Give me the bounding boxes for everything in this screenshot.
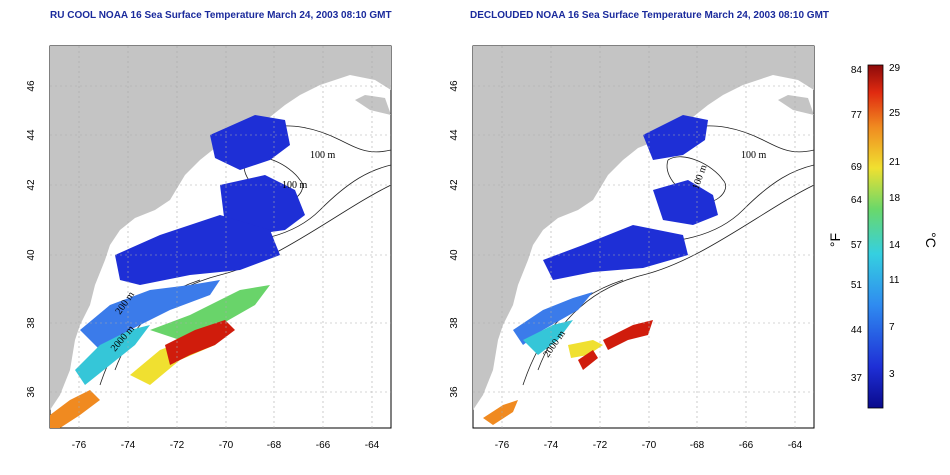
lon-tick: -72 — [593, 440, 608, 451]
temperature-colorbar: 84 77 69 64 57 51 44 37 29 25 21 18 14 1… — [830, 63, 939, 409]
sst-gulf-stream-yellow — [568, 340, 603, 358]
lat-tick: 46 — [26, 80, 37, 92]
lon-tick: -68 — [267, 440, 282, 451]
celsius-tick: 11 — [889, 275, 900, 286]
lat-tick: 44 — [26, 129, 37, 141]
contour-100m-gom — [666, 156, 726, 204]
lon-tick: -70 — [219, 440, 234, 451]
lat-tick: 36 — [449, 386, 460, 398]
sst-map-right: 100 m 100 m 2000 m 46 44 42 40 38 36 -76… — [449, 45, 815, 451]
celsius-tick: 29 — [889, 63, 901, 74]
lon-tick: -74 — [544, 440, 559, 451]
fahrenheit-tick: 37 — [851, 373, 863, 384]
contour-label: 100 m — [310, 150, 336, 161]
fahrenheit-tick: 84 — [851, 65, 863, 76]
sst-south-orange — [483, 400, 518, 425]
celsius-tick: 18 — [889, 193, 901, 204]
sst-slope-green — [150, 285, 270, 340]
lon-tick: -68 — [690, 440, 705, 451]
colorbar-gradient — [867, 64, 884, 409]
lon-tick: -72 — [170, 440, 185, 451]
sst-map-left: 100 m 100 m 2000 m 200 m 46 44 42 40 38 … — [26, 45, 392, 451]
fahrenheit-tick: 77 — [851, 110, 863, 121]
sst-shelf-teal — [75, 325, 150, 385]
lon-tick: -74 — [121, 440, 136, 451]
celsius-tick: 21 — [889, 157, 901, 168]
fahrenheit-unit: °F — [830, 233, 843, 247]
sst-shelf-north — [543, 225, 688, 280]
sst-gulf-of-maine — [210, 115, 290, 170]
sst-gulf-stream-red-2 — [578, 350, 598, 370]
lat-tick: 42 — [449, 179, 460, 191]
celsius-tick: 3 — [889, 369, 895, 380]
contour-shelf — [522, 279, 624, 386]
contour-label: 100 m — [282, 180, 308, 191]
map-title-right: DECLOUDED NOAA 16 Sea Surface Temperatur… — [470, 10, 830, 21]
map-title-left: RU COOL NOAA 16 Sea Surface Temperature … — [50, 10, 392, 21]
land-mass — [50, 46, 391, 410]
land-mass — [473, 46, 814, 410]
sst-shelf-teal — [523, 320, 573, 355]
sst-georges-bank — [220, 175, 305, 235]
sst-gulf-of-maine — [643, 115, 708, 160]
nova-scotia-land — [778, 95, 814, 115]
nova-scotia-land — [355, 95, 391, 115]
lon-tick: -64 — [788, 440, 803, 451]
lon-tick: -76 — [495, 440, 510, 451]
sst-shelf-north — [115, 215, 280, 285]
lon-tick: -76 — [72, 440, 87, 451]
fahrenheit-tick: 69 — [851, 162, 863, 173]
lat-tick: 44 — [449, 129, 460, 141]
lon-tick: -66 — [739, 440, 754, 451]
lat-tick: 42 — [26, 179, 37, 191]
lon-tick: -66 — [316, 440, 331, 451]
lat-tick: 46 — [449, 80, 460, 92]
sst-georges-bank — [653, 180, 718, 225]
sst-gulf-stream-red — [165, 320, 235, 365]
fahrenheit-tick: 64 — [851, 195, 863, 206]
lon-tick: -70 — [642, 440, 657, 451]
fahrenheit-tick: 57 — [851, 240, 863, 251]
fahrenheit-tick: 51 — [851, 280, 863, 291]
sst-south-orange — [50, 390, 100, 428]
celsius-tick: 14 — [889, 240, 901, 251]
lat-tick: 36 — [26, 386, 37, 398]
sst-shelf-mid — [513, 292, 593, 345]
fahrenheit-tick: 44 — [851, 325, 863, 336]
lon-tick: -64 — [365, 440, 380, 451]
lat-tick: 40 — [449, 249, 460, 261]
sst-shelf-mid — [80, 280, 220, 350]
sst-gulf-stream-red — [603, 320, 653, 350]
lat-tick: 38 — [26, 317, 37, 329]
lat-tick: 40 — [26, 249, 37, 261]
contour-label: 100 m — [741, 150, 767, 161]
celsius-tick: 25 — [889, 108, 901, 119]
celsius-tick: 7 — [889, 322, 895, 333]
lat-tick: 38 — [449, 317, 460, 329]
celsius-unit: °C — [923, 232, 939, 248]
